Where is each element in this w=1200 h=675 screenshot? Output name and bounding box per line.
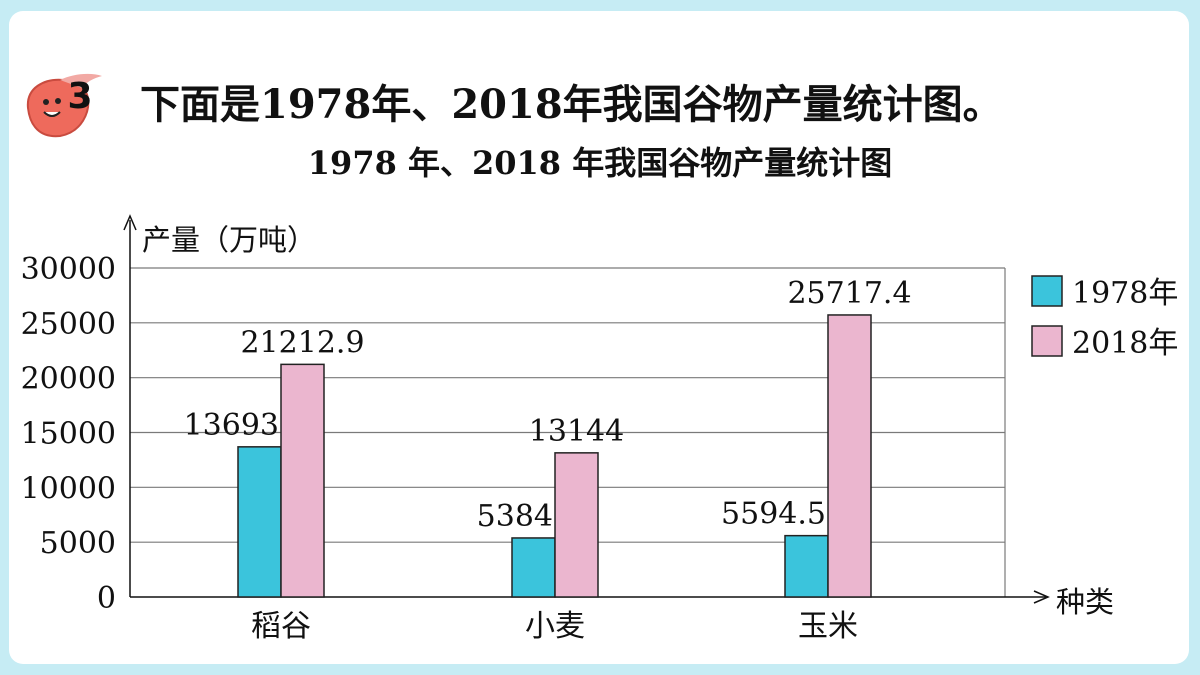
bar: [280, 363, 325, 598]
x-axis-label: 种类: [1056, 585, 1114, 619]
data-label: 5594.5: [721, 497, 826, 532]
bar: [511, 537, 556, 598]
question-text: 下面是1978年、2018年我国谷物产量统计图。: [140, 81, 1003, 128]
legend: 1978年 2018年: [1031, 275, 1178, 361]
chart-title: 1978 年、2018 年我国谷物产量统计图: [308, 144, 892, 182]
legend-swatch: [1031, 325, 1063, 357]
data-label: 25717.4: [787, 276, 911, 311]
bar: [827, 314, 872, 598]
y-tick-label: 0: [97, 581, 116, 616]
x-tick-label: 玉米: [798, 609, 858, 644]
y-tick-label: 25000: [21, 307, 116, 342]
y-tick-label: 30000: [21, 252, 116, 287]
y-tick-label: 20000: [21, 362, 116, 397]
x-tick-label: 稻谷: [251, 609, 311, 644]
y-tick-label: 15000: [21, 417, 116, 452]
tomato-mascot-icon: [26, 73, 102, 138]
card: [9, 11, 1189, 664]
y-axis-arrow: [123, 214, 137, 231]
bar: [784, 534, 829, 598]
data-label: 5384: [477, 499, 553, 534]
legend-swatch: [1031, 275, 1063, 307]
bar: [237, 446, 282, 598]
x-axis-arrow: [1033, 590, 1050, 604]
plot-area: 0 5000 10000 15000 20000 25000 30000 产量（万吨） 种类 13…: [21, 214, 1114, 644]
x-tick-label: 小麦: [525, 609, 585, 644]
legend-label: 1978年: [1072, 276, 1178, 311]
bar: [554, 452, 599, 598]
legend-label: 2018年: [1072, 326, 1178, 361]
y-axis-label: 产量（万吨）: [142, 223, 316, 257]
y-tick-label: 5000: [40, 526, 116, 561]
data-label: 13693: [184, 408, 279, 443]
data-label: 13144: [529, 414, 624, 449]
y-tick-label: 10000: [21, 471, 116, 506]
question-number: 3: [67, 76, 93, 117]
data-label: 21212.9: [240, 325, 364, 360]
